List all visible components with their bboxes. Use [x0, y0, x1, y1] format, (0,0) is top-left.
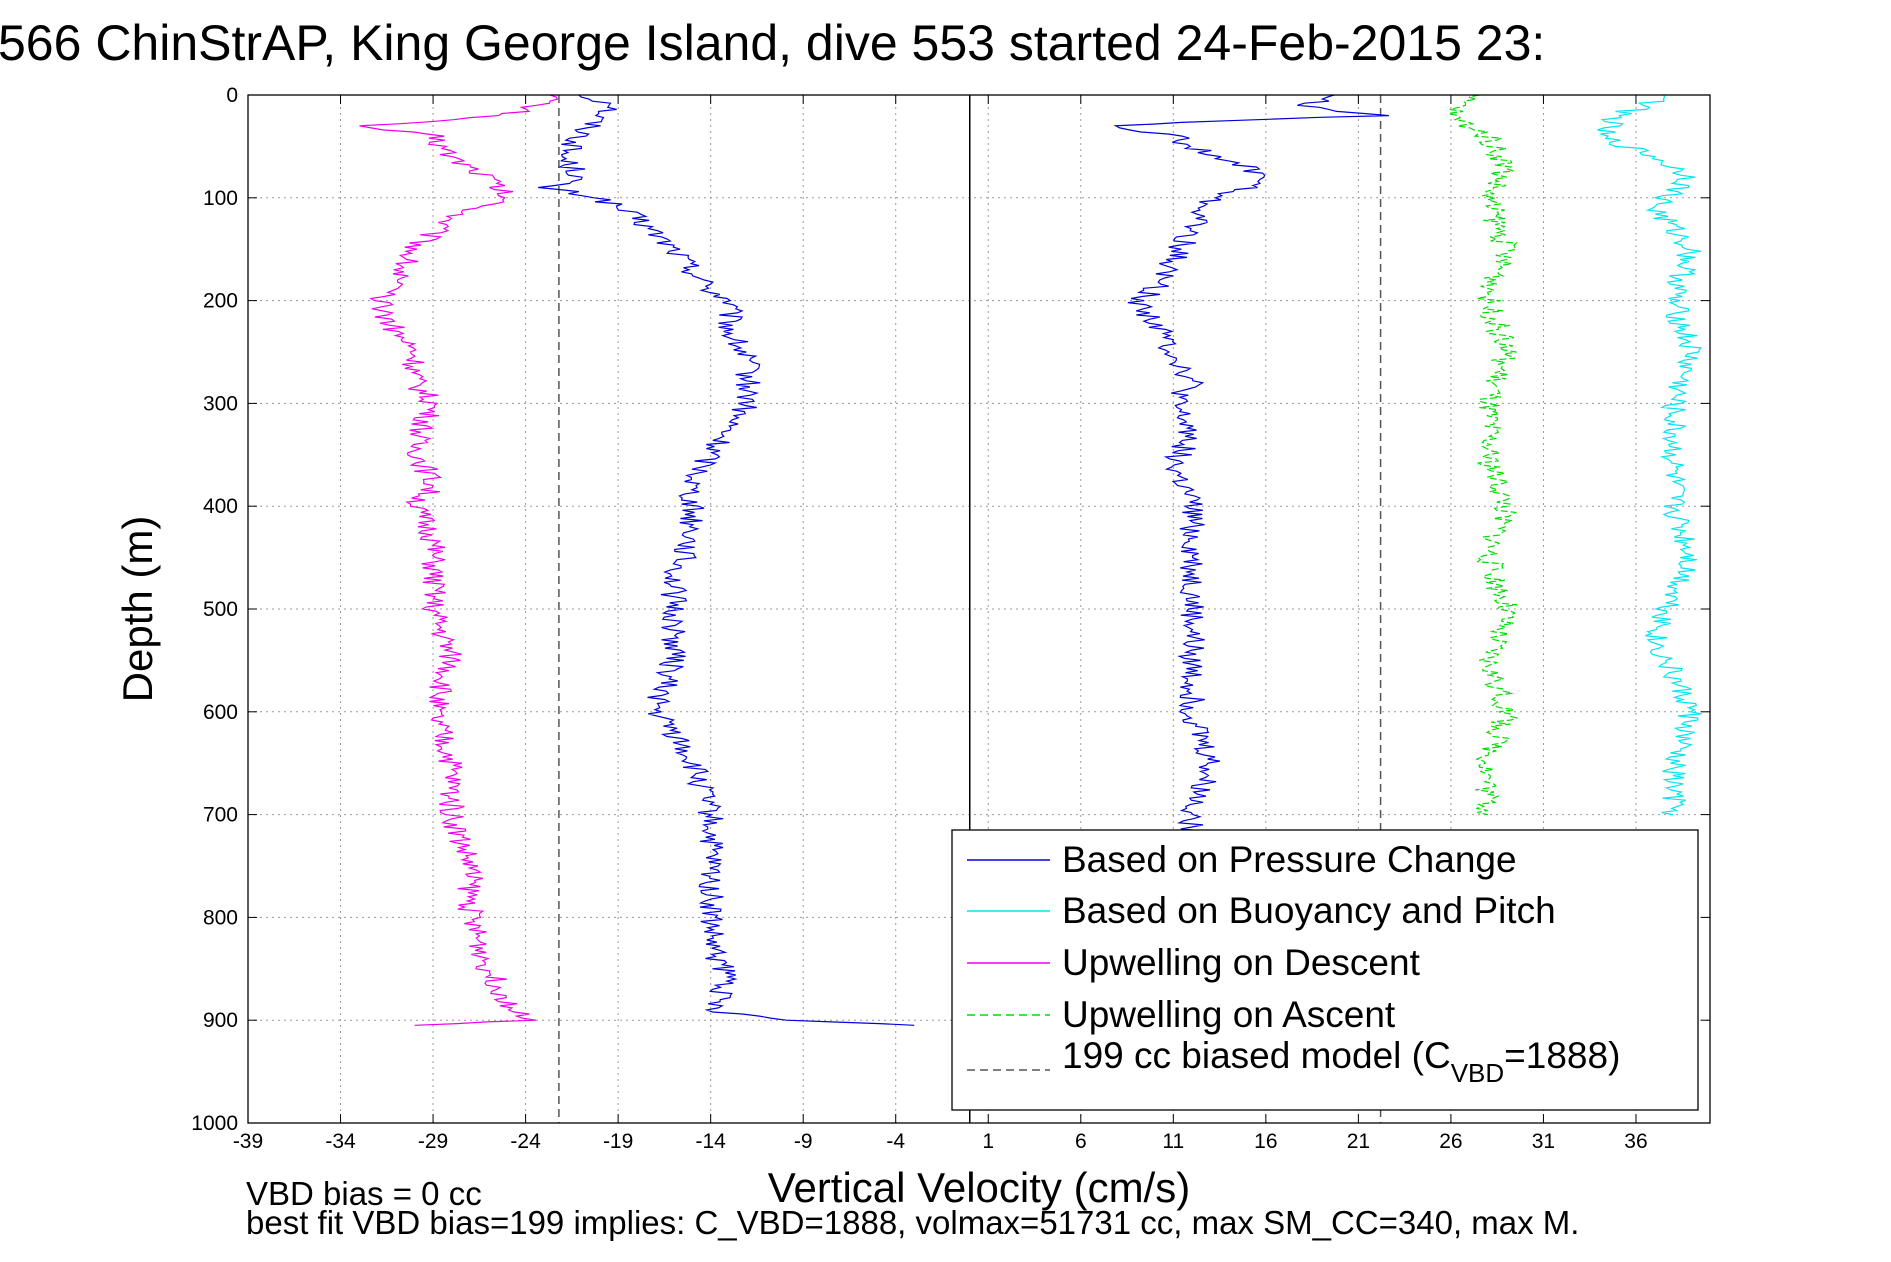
series-line: [1597, 94, 1703, 816]
series-line: [538, 94, 915, 1026]
y-tick-label: 0: [226, 84, 238, 107]
x-axis-label: Vertical Velocity (cm/s): [768, 1164, 1190, 1211]
legend-label-buoyancy: Based on Buoyancy and Pitch: [1062, 890, 1556, 931]
y-tick-label: 300: [203, 392, 238, 415]
y-tick-label: 600: [203, 701, 238, 724]
x-tick-label: 36: [1624, 1130, 1647, 1153]
series-line: [359, 94, 559, 1026]
x-tick-label: 26: [1439, 1130, 1462, 1153]
series-line: [1448, 94, 1519, 816]
x-tick-label: -24: [510, 1130, 541, 1153]
legend-label-descent: Upwelling on Descent: [1062, 942, 1421, 983]
x-tick-label: -4: [886, 1130, 905, 1153]
x-tick-label: 6: [1075, 1130, 1087, 1153]
y-tick-label: 400: [203, 495, 238, 518]
chart-title: 566 ChinStrAP, King George Island, dive …: [0, 15, 1545, 71]
x-axis-ticks: -39 -34 -29 -24 -19 -14 -9 -4 1 6 11 16 21 26 31 36: [233, 95, 1648, 1153]
legend-label-model: 199 cc biased model (CVBD=1888): [1062, 1035, 1620, 1088]
x-tick-label: -39: [233, 1130, 263, 1153]
y-tick-label: 100: [203, 187, 238, 210]
x-tick-label: -34: [325, 1130, 356, 1153]
x-tick-label: 31: [1532, 1130, 1555, 1153]
y-tick-label: 1000: [191, 1112, 238, 1135]
y-tick-label: 500: [203, 598, 238, 621]
y-tick-label: 700: [203, 804, 238, 827]
series-lines: [359, 94, 1703, 1026]
x-tick-label: 16: [1254, 1130, 1277, 1153]
x-tick-label: -29: [418, 1130, 448, 1153]
x-tick-label: -9: [794, 1130, 813, 1153]
x-tick-label: 21: [1347, 1130, 1370, 1153]
y-axis-label: Depth (m): [114, 516, 161, 703]
y-axis-ticks: 0 100 200 300 400 500 600 700 800 900 1000: [191, 84, 1710, 1135]
footer-line-2: best fit VBD bias=199 implies: C_VBD=188…: [246, 1204, 1579, 1241]
legend-box: [951, 829, 1699, 1111]
legend-label-pressure: Based on Pressure Change: [1062, 839, 1517, 880]
y-tick-label: 800: [203, 906, 238, 929]
legend: Based on Pressure Change Based on Buoyan…: [951, 829, 1699, 1111]
x-tick-label: -19: [603, 1130, 633, 1153]
series-line: [1113, 94, 1389, 836]
legend-label-ascent: Upwelling on Ascent: [1062, 994, 1396, 1035]
x-tick-label: 1: [982, 1130, 994, 1153]
x-tick-label: -14: [695, 1130, 726, 1153]
y-tick-label: 900: [203, 1009, 238, 1032]
footer-line-1: VBD bias = 0 cc: [246, 1175, 482, 1212]
y-tick-label: 200: [203, 290, 238, 313]
x-tick-label: 11: [1162, 1130, 1184, 1153]
